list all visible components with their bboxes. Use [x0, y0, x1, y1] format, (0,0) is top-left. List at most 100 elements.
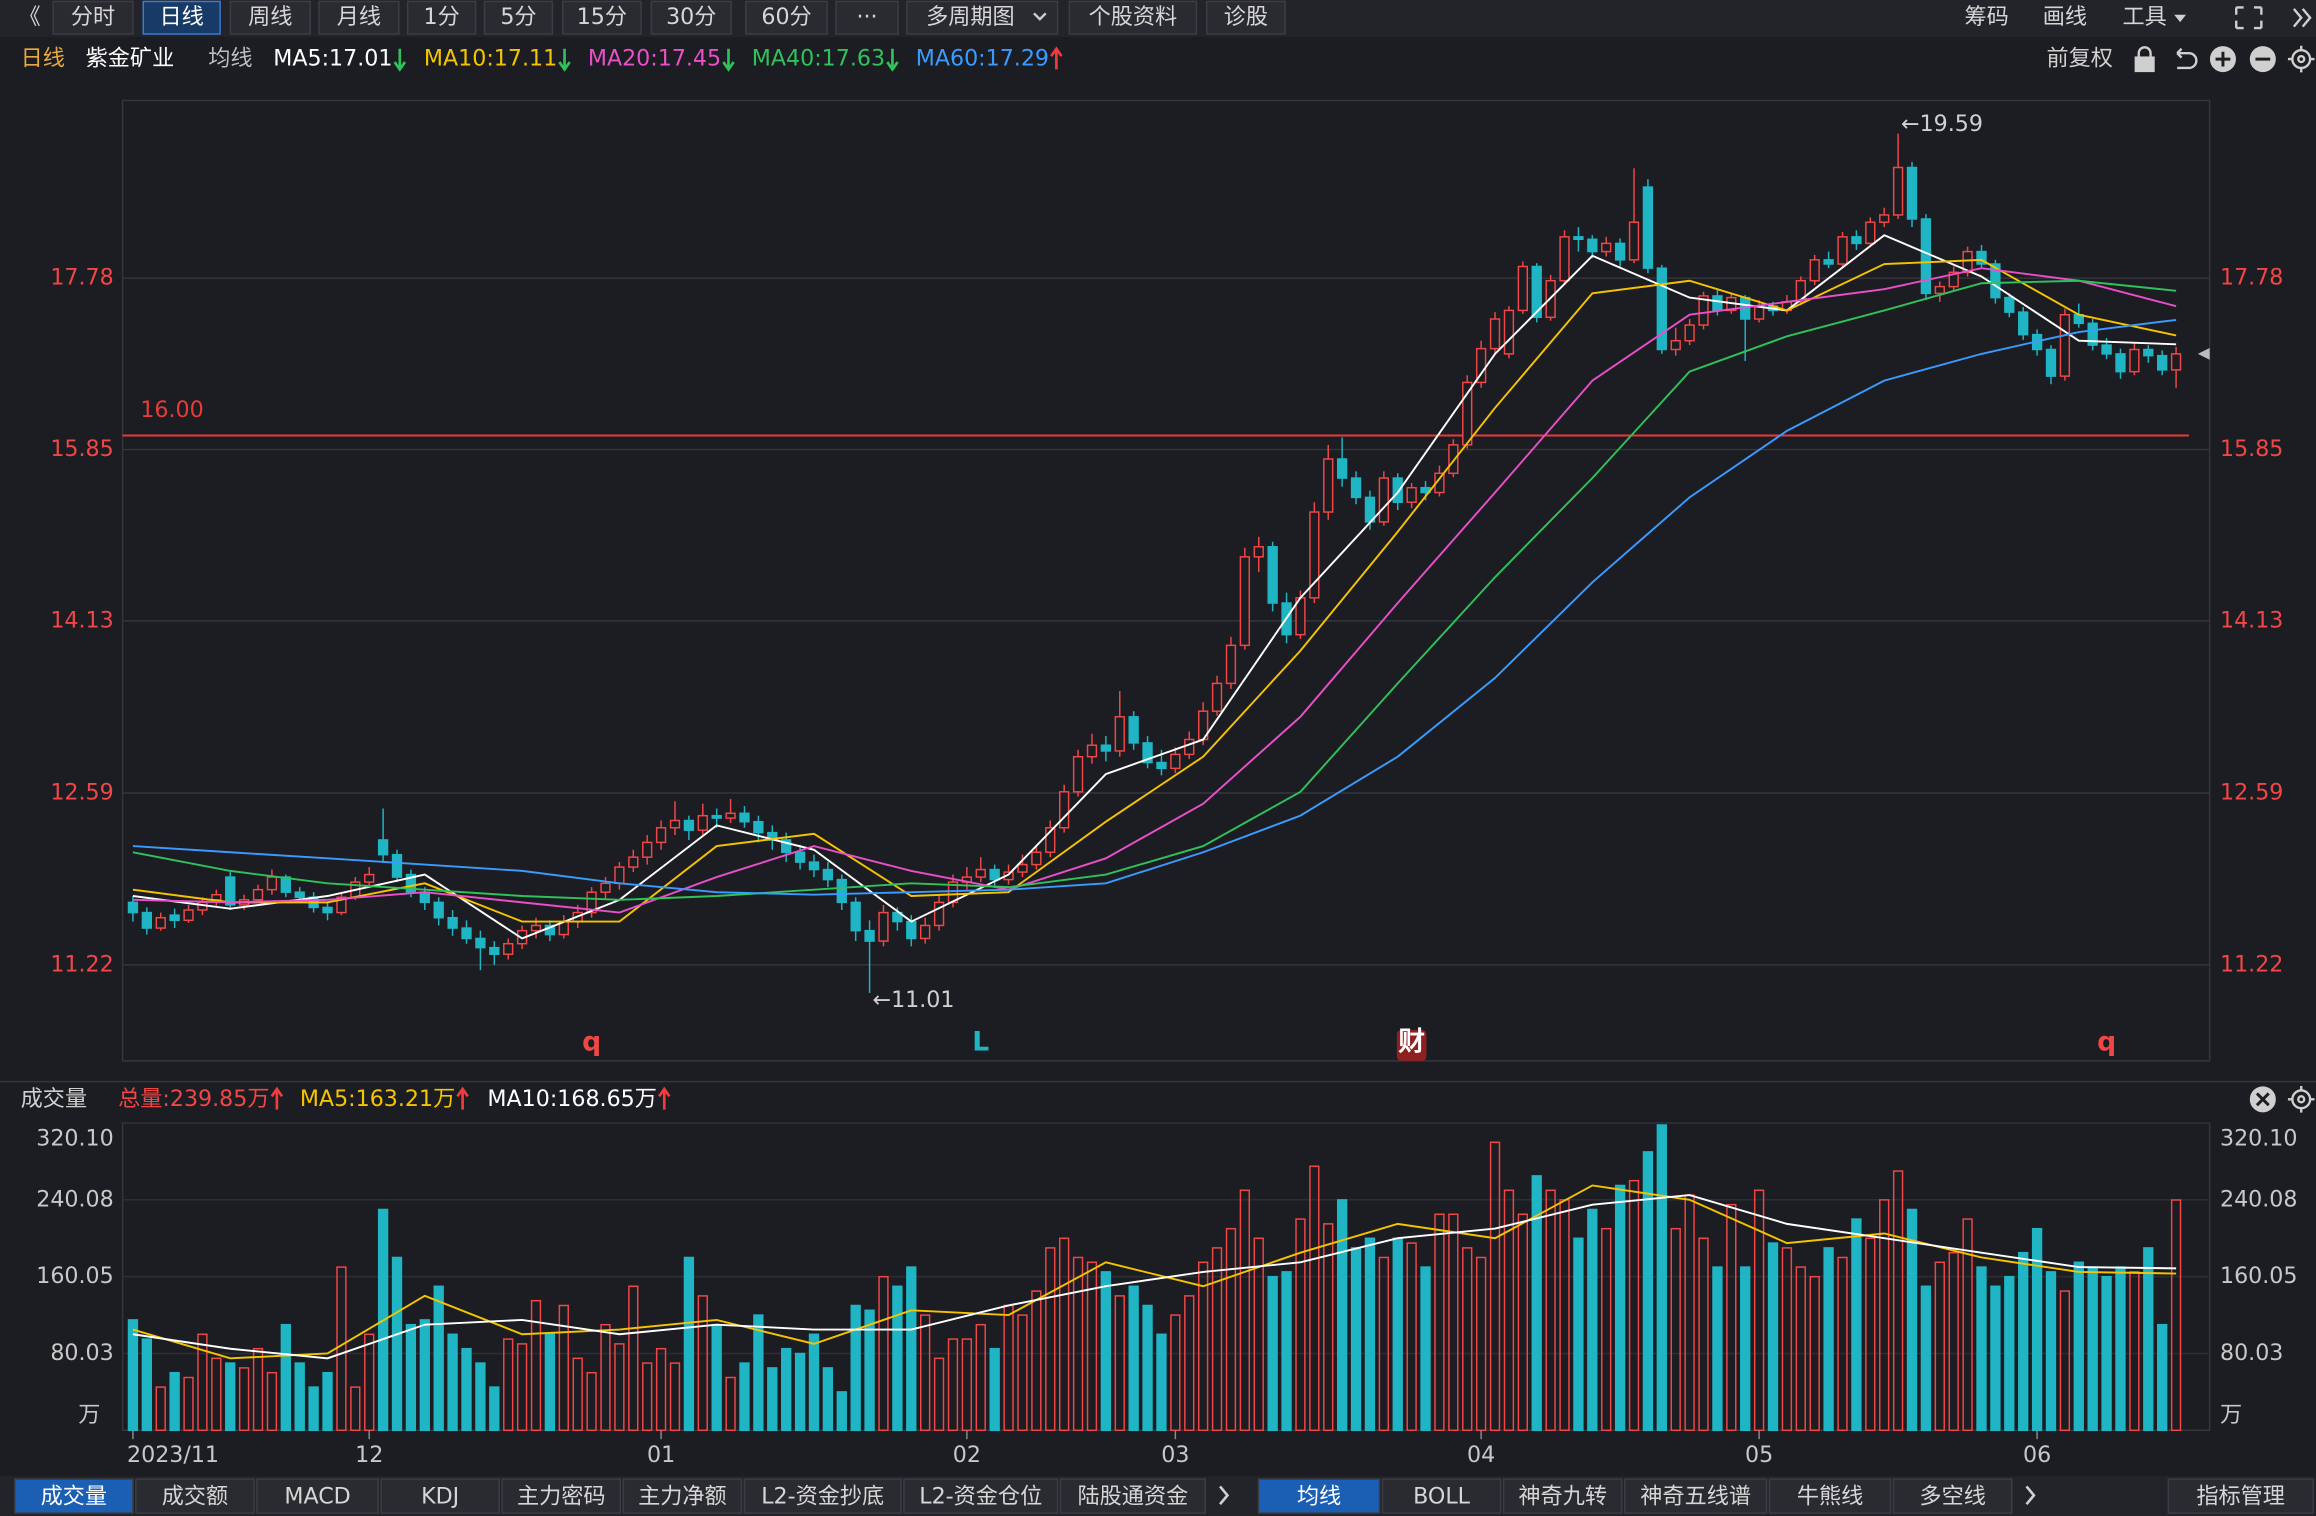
- volume-bar: [1392, 1237, 1403, 1432]
- toolbar-button[interactable]: [1068, 0, 1198, 35]
- toolbar-label[interactable]: 5分: [500, 4, 536, 30]
- toolbar-label[interactable]: 60分: [761, 4, 811, 30]
- tab-label[interactable]: 牛熊线: [1797, 1483, 1863, 1509]
- manage-button[interactable]: [2167, 1478, 2314, 1514]
- toolbar-label[interactable]: 个股资料: [1089, 4, 1178, 30]
- toolbar-label[interactable]: 分时: [71, 4, 115, 30]
- tab-label[interactable]: 均线: [1297, 1483, 1341, 1509]
- volume-bar: [558, 1304, 569, 1432]
- adjust-label[interactable]: 前复权: [2046, 46, 2112, 72]
- toolbar-label[interactable]: 1分: [424, 4, 460, 30]
- volume-bar: [2018, 1251, 2029, 1432]
- tab-label[interactable]: 陆股通资金: [1078, 1483, 1189, 1509]
- settings-icon[interactable]: [2287, 45, 2315, 73]
- toolbar-label[interactable]: 周线: [248, 4, 292, 30]
- fullscreen-icon[interactable]: [2235, 6, 2263, 30]
- candle-body: [1406, 486, 1417, 503]
- toolbar-label[interactable]: 工具: [2123, 4, 2167, 30]
- tab-label[interactable]: BOLL: [1413, 1483, 1471, 1509]
- volume-bar: [1225, 1227, 1237, 1432]
- volume-bar: [544, 1333, 556, 1432]
- toolbar-button[interactable]: [318, 0, 400, 35]
- toolbar-label[interactable]: 画线: [2043, 4, 2087, 30]
- toolbar-button[interactable]: [142, 0, 221, 35]
- tab[interactable]: [501, 1478, 622, 1514]
- tab[interactable]: [14, 1478, 134, 1514]
- toolbar-label[interactable]: 多周期图: [926, 4, 1015, 30]
- candle-body: [433, 901, 444, 919]
- tab-label[interactable]: 多空线: [1919, 1483, 1985, 1509]
- tab[interactable]: [1502, 1478, 1623, 1514]
- tab[interactable]: [1059, 1478, 1207, 1514]
- settings-icon[interactable]: [2287, 1086, 2315, 1113]
- volume-bar: [197, 1333, 208, 1432]
- volume-bar: [1309, 1165, 1320, 1432]
- candle-body: [1323, 458, 1334, 513]
- toolbar-label[interactable]: ···: [856, 4, 877, 30]
- volume-bar: [2087, 1266, 2098, 1432]
- legend-entry: MA5:17.01: [273, 46, 392, 72]
- tab-label[interactable]: 神奇五线谱: [1640, 1483, 1751, 1509]
- zoom-out-icon[interactable]: [2249, 46, 2276, 73]
- toolbar-button[interactable]: [1206, 0, 1286, 35]
- zoom-in-icon[interactable]: [2209, 46, 2236, 73]
- x-tick-label: 06: [2023, 1442, 2051, 1468]
- tab-label[interactable]: KDJ: [421, 1483, 459, 1509]
- tab[interactable]: [1624, 1478, 1768, 1514]
- toolbar-button[interactable]: [483, 0, 554, 35]
- tab[interactable]: [1892, 1478, 2013, 1514]
- volume-bar: [183, 1376, 194, 1432]
- toolbar-button[interactable]: [562, 0, 642, 35]
- candle-body: [683, 819, 695, 831]
- toolbar-button[interactable]: [835, 0, 899, 35]
- unit-label: 万: [2220, 1402, 2242, 1428]
- volume-bar: [1197, 1261, 1209, 1432]
- y-tick-label: 15.85: [50, 436, 113, 462]
- close-icon[interactable]: [2249, 1086, 2276, 1113]
- tab[interactable]: [1768, 1478, 1892, 1514]
- toolbar-button[interactable]: [52, 0, 134, 35]
- toolbar-button[interactable]: [906, 0, 1059, 35]
- tab[interactable]: [135, 1478, 255, 1514]
- tab-label[interactable]: 主力净额: [638, 1483, 727, 1509]
- toolbar-label[interactable]: 日线: [160, 4, 204, 30]
- tab-label[interactable]: 神奇九转: [1518, 1483, 1607, 1509]
- toolbar-button[interactable]: [406, 0, 477, 35]
- collapse-icon[interactable]: [2292, 8, 2312, 28]
- volume-title: 成交量: [21, 1086, 87, 1112]
- toolbar-button[interactable]: [745, 0, 828, 35]
- tab[interactable]: [903, 1478, 1059, 1514]
- lock-icon[interactable]: [2134, 46, 2155, 73]
- tab[interactable]: [256, 1478, 379, 1514]
- candle-body: [1628, 221, 1640, 261]
- tab-label[interactable]: 成交量: [41, 1483, 107, 1509]
- candle-body: [920, 924, 931, 940]
- manage-label[interactable]: 指标管理: [2196, 1483, 2285, 1509]
- trend-arrow: [558, 48, 571, 72]
- y-tick-label: 12.59: [2220, 779, 2283, 805]
- tab[interactable]: [622, 1478, 743, 1514]
- tab-label[interactable]: L2-资金仓位: [919, 1483, 1042, 1509]
- tab-scroll-arrows[interactable]: [1219, 1485, 2036, 1506]
- tab-label[interactable]: MACD: [284, 1483, 350, 1509]
- tab[interactable]: [1381, 1478, 1502, 1514]
- tab[interactable]: [743, 1478, 902, 1514]
- volume-bar: [1976, 1266, 1987, 1432]
- volume-bar: [739, 1362, 750, 1432]
- toolbar-label[interactable]: 筹码: [1964, 4, 2008, 30]
- tab-label[interactable]: 主力密码: [517, 1483, 606, 1509]
- toolbar-button[interactable]: [229, 0, 311, 35]
- price-pane-icons: [2134, 45, 2315, 73]
- toolbar-label[interactable]: 30分: [666, 4, 716, 30]
- tab-label[interactable]: 成交额: [162, 1483, 228, 1509]
- tab[interactable]: [1257, 1478, 1381, 1514]
- toolbar-label[interactable]: 月线: [337, 4, 381, 30]
- toolbar-button[interactable]: [650, 0, 732, 35]
- toolbar-label[interactable]: 15分: [577, 4, 627, 30]
- tab[interactable]: [380, 1478, 500, 1514]
- toolbar-label[interactable]: 诊股: [1224, 4, 1268, 30]
- undo-icon[interactable]: [2176, 47, 2198, 70]
- toolbar-label[interactable]: 《: [18, 4, 40, 30]
- tab-label[interactable]: L2-资金抄底: [761, 1483, 884, 1509]
- volume-bar: [2115, 1266, 2126, 1432]
